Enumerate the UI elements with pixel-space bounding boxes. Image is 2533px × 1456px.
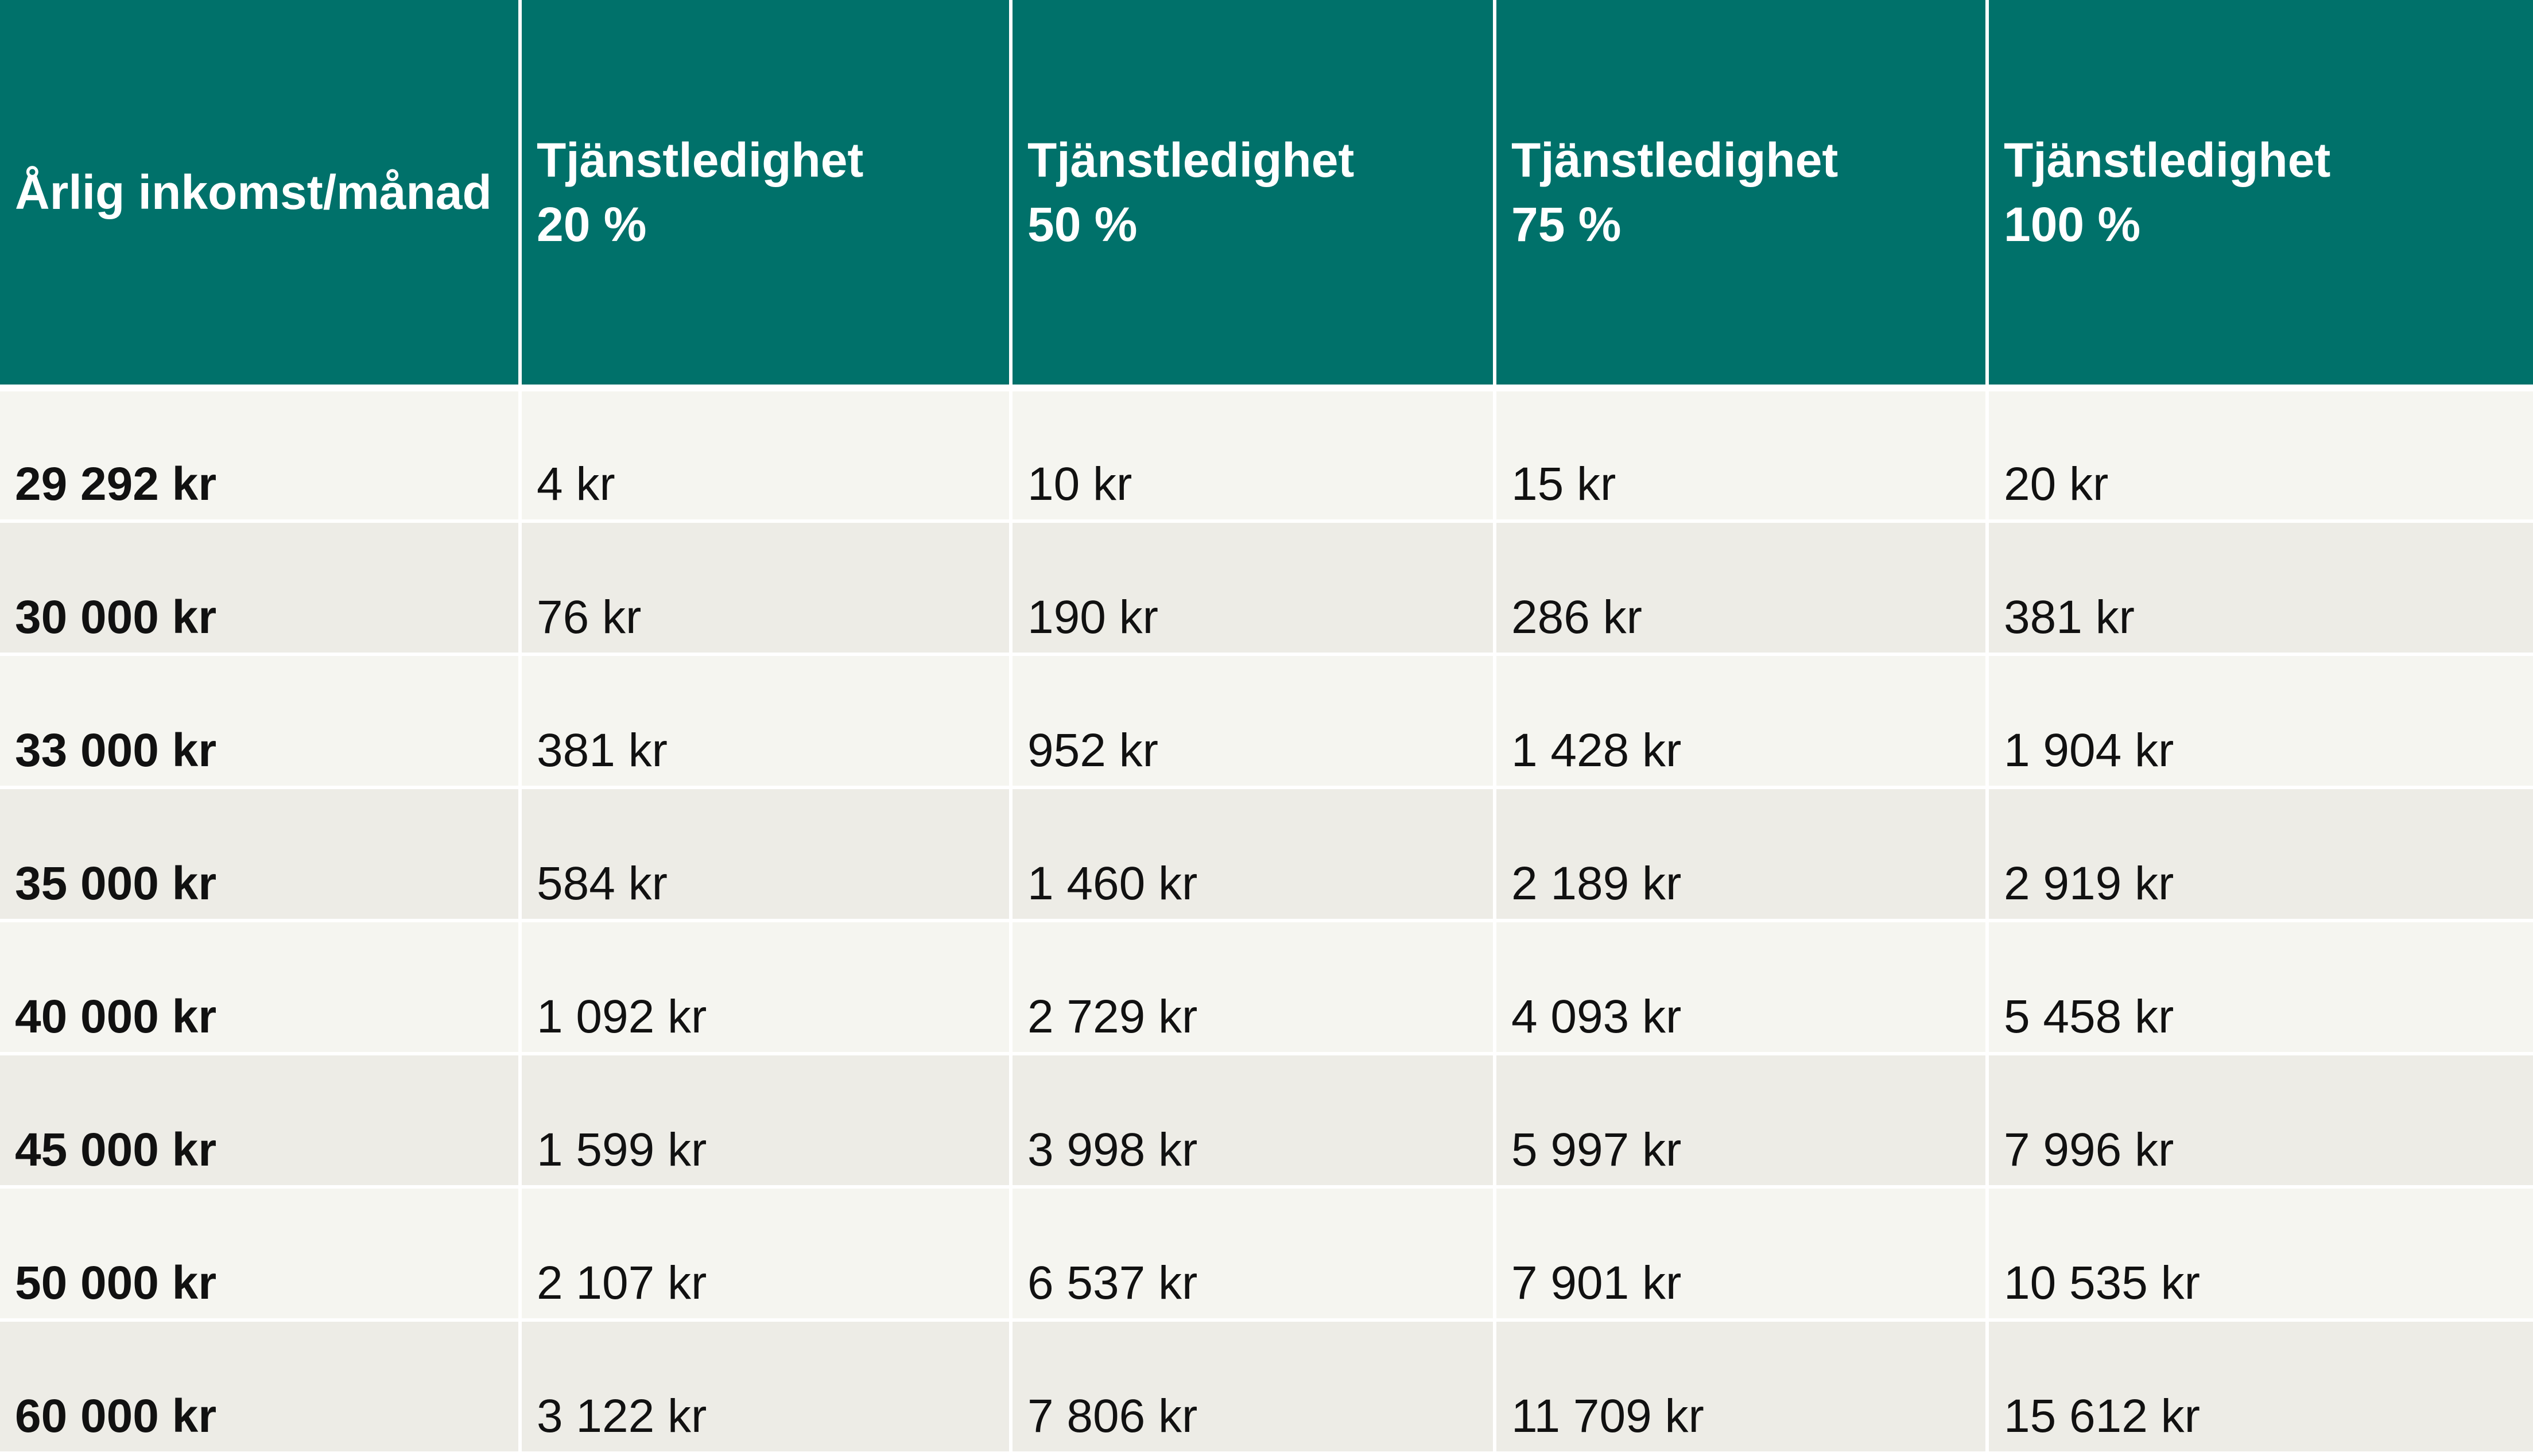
table-cell: 4 kr	[520, 388, 1013, 523]
table-cell: 381 kr	[1987, 521, 2533, 656]
table-cell: 2 919 kr	[1987, 787, 2533, 922]
header-cell-75: Tjänstledighet 75 %	[1495, 0, 1989, 391]
table-cell: 2 729 kr	[1011, 921, 1496, 1055]
row-income-cell: 45 000 kr	[0, 1054, 522, 1189]
table-cell: 3 998 kr	[1011, 1054, 1496, 1189]
header-label: Årlig inkomst/månad	[15, 165, 492, 219]
table-cell: 11 709 kr	[1495, 1320, 1989, 1455]
table-cell: 1 428 kr	[1495, 654, 1989, 789]
table-row: 45 000 kr 1 599 kr 3 998 kr 5 997 kr 7 996 k…	[0, 1054, 2533, 1189]
table-cell: 5 458 kr	[1987, 921, 2533, 1055]
table-cell: 6 537 kr	[1011, 1187, 1496, 1322]
row-income-cell: 60 000 kr	[0, 1320, 522, 1455]
table-cell: 15 kr	[1495, 388, 1989, 523]
header-row: Årlig inkomst/månad Tjänstledighet 20 % …	[0, 0, 2533, 391]
table-row: 30 000 kr 76 kr 190 kr 286 kr 381 kr	[0, 521, 2533, 656]
table-row: 33 000 kr 381 kr 952 kr 1 428 kr 1 904 kr	[0, 654, 2533, 789]
header-cell-20: Tjänstledighet 20 %	[520, 0, 1013, 391]
table-cell: 2 107 kr	[520, 1187, 1013, 1322]
table-cell: 1 904 kr	[1987, 654, 2533, 789]
row-income-cell: 50 000 kr	[0, 1187, 522, 1322]
header-label: Tjänstledighet 75 %	[1511, 133, 1838, 251]
table-cell: 7 806 kr	[1011, 1320, 1496, 1455]
table-cell: 7 901 kr	[1495, 1187, 1989, 1322]
table-cell: 952 kr	[1011, 654, 1496, 789]
table-cell: 190 kr	[1011, 521, 1496, 656]
table-cell: 1 092 kr	[520, 921, 1013, 1055]
row-income-cell: 40 000 kr	[0, 921, 522, 1055]
table-cell: 7 996 kr	[1987, 1054, 2533, 1189]
table-cell: 15 612 kr	[1987, 1320, 2533, 1455]
table-cell: 1 460 kr	[1011, 787, 1496, 922]
table-row: 50 000 kr 2 107 kr 6 537 kr 7 901 kr 10 535 …	[0, 1187, 2533, 1322]
header-cell-income: Årlig inkomst/månad	[0, 0, 522, 391]
row-income-cell: 35 000 kr	[0, 787, 522, 922]
table-cell: 10 535 kr	[1987, 1187, 2533, 1322]
table-cell: 5 997 kr	[1495, 1054, 1989, 1189]
table-row: 60 000 kr 3 122 kr 7 806 kr 11 709 kr 15 612…	[0, 1320, 2533, 1455]
row-income-cell: 29 292 kr	[0, 388, 522, 523]
row-income-cell: 30 000 kr	[0, 521, 522, 656]
header-label: Tjänstledighet 100 %	[2004, 133, 2331, 251]
table-cell: 584 kr	[520, 787, 1013, 922]
table-row: 29 292 kr 4 kr 10 kr 15 kr 20 kr	[0, 388, 2533, 523]
row-income-cell: 33 000 kr	[0, 654, 522, 789]
table-cell: 2 189 kr	[1495, 787, 1989, 922]
table-cell: 3 122 kr	[520, 1320, 1013, 1455]
header-label: Tjänstledighet 50 %	[1027, 133, 1355, 251]
header-cell-50: Tjänstledighet 50 %	[1011, 0, 1496, 391]
table-cell: 10 kr	[1011, 388, 1496, 523]
table-cell: 76 kr	[520, 521, 1013, 656]
table-body: 29 292 kr 4 kr 10 kr 15 kr 20 kr 30 000 kr 76 …	[0, 388, 2533, 1455]
table-cell: 4 093 kr	[1495, 921, 1989, 1055]
header-label: Tjänstledighet 20 %	[537, 133, 864, 251]
table-cell: 1 599 kr	[520, 1054, 1013, 1189]
table-cell: 20 kr	[1987, 388, 2533, 523]
table-row: 35 000 kr 584 kr 1 460 kr 2 189 kr 2 919 kr	[0, 787, 2533, 922]
header-cell-100: Tjänstledighet 100 %	[1987, 0, 2533, 391]
table-row: 40 000 kr 1 092 kr 2 729 kr 4 093 kr 5 458 k…	[0, 921, 2533, 1055]
table-cell: 381 kr	[520, 654, 1013, 789]
table-cell: 286 kr	[1495, 521, 1989, 656]
